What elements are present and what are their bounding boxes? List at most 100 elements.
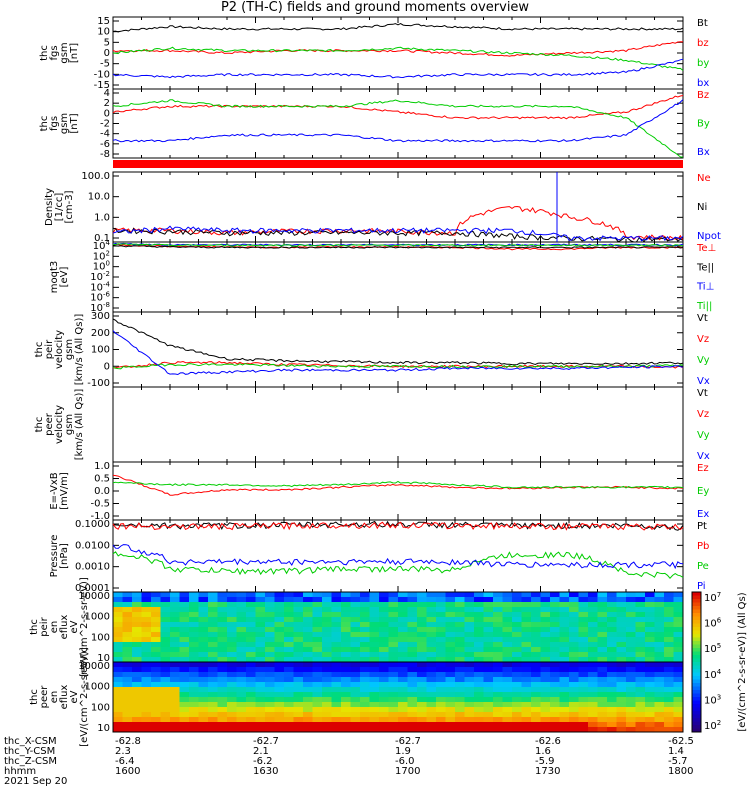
spectrogram-9-cell — [284, 702, 294, 708]
spectrogram-8-cell — [493, 642, 503, 648]
spectrogram-9-cell — [284, 662, 294, 668]
spectrogram-8-cell — [588, 632, 598, 638]
spectrogram-8-cell — [369, 627, 380, 633]
spectrogram-9-cell — [550, 697, 560, 703]
spectrogram-8-cell — [578, 632, 589, 638]
spectrogram-8-cell — [502, 592, 513, 598]
spectrogram-9-cell — [151, 687, 161, 693]
spectrogram-8-cell — [113, 612, 123, 618]
panel-7-ytick-label: 0.1000 — [75, 519, 110, 530]
spectrogram-8-cell — [170, 612, 180, 618]
spectrogram-8-cell — [379, 602, 389, 608]
spectrogram-8-cell — [360, 637, 370, 643]
panel-1-ytick-label: 0 — [104, 108, 110, 119]
panel-5-frame — [112, 386, 684, 463]
spectrogram-8-cell — [607, 622, 617, 628]
spectrogram-9-cell — [141, 712, 152, 718]
spectrogram-8-cell — [246, 612, 256, 618]
spectrogram-9-cell — [502, 667, 513, 673]
spectrogram-9-cell — [521, 702, 532, 708]
spectrogram-8-cell — [645, 627, 655, 633]
ephem-col-2-hhmm: 1700 — [395, 766, 421, 777]
spectrogram-8-cell — [502, 612, 513, 618]
spectrogram-9-cell — [331, 717, 342, 723]
spectrogram-8-cell — [284, 637, 294, 643]
spectrogram-9-cell — [483, 722, 494, 728]
colorbar-cell — [692, 704, 701, 708]
spectrogram-8-cell — [426, 622, 437, 628]
spectrogram-9-cell — [170, 672, 180, 678]
series-6-ey — [112, 480, 684, 489]
spectrogram-8-cell — [284, 602, 294, 608]
spectrogram-8-cell — [569, 637, 579, 643]
legend-6-0: Ez — [697, 463, 709, 474]
spectrogram-9-cell — [379, 672, 389, 678]
spectrogram-9-cell — [350, 697, 361, 703]
spectrogram-8-cell — [597, 597, 608, 603]
panel-5-ylabel: [km/s (All Qs)] — [74, 389, 85, 461]
spectrogram-9-cell — [217, 702, 228, 708]
spectrogram-9-cell — [312, 727, 323, 733]
spectrogram-9-cell — [151, 667, 161, 673]
spectrogram-8-cell — [531, 617, 541, 623]
spectrogram-8-cell — [189, 592, 199, 598]
spectrogram-9-cell — [122, 687, 133, 693]
spectrogram-9-cell — [208, 707, 218, 713]
spectrogram-9-cell — [198, 717, 209, 723]
spectrogram-8-cell — [303, 642, 313, 648]
spectrogram-8-cell — [626, 597, 636, 603]
spectrogram-8-cell — [255, 637, 266, 643]
spectrogram-9-cell — [265, 712, 275, 718]
spectrogram-8-cell — [141, 592, 152, 598]
spectrogram-9-cell — [512, 722, 522, 728]
spectrogram-8-cell — [227, 622, 237, 628]
spectrogram-8-cell — [398, 592, 408, 598]
spectrogram-8-cell — [293, 617, 304, 623]
spectrogram-9-cell — [265, 682, 275, 688]
spectrogram-8-cell — [474, 637, 484, 643]
spectrogram-8-cell — [274, 597, 285, 603]
spectrogram-9-cell — [360, 717, 370, 723]
colorbar-cell — [692, 620, 701, 624]
spectrogram-8-cell — [151, 597, 161, 603]
spectrogram-9-cell — [388, 682, 399, 688]
spectrogram-8-cell — [255, 657, 266, 663]
spectrogram-9-cell — [369, 712, 380, 718]
spectrogram-9-cell — [132, 717, 142, 723]
spectrogram-9-cell — [274, 682, 285, 688]
spectrogram-9-cell — [569, 717, 579, 723]
colorbar-tick-label: 107 — [704, 591, 721, 604]
spectrogram-9-cell — [255, 707, 266, 713]
spectrogram-8-cell — [360, 627, 370, 633]
spectrogram-9-cell — [398, 717, 408, 723]
spectrogram-9-cell — [417, 687, 427, 693]
spectrogram-8-cell — [160, 652, 171, 658]
spectrogram-8-cell — [464, 617, 475, 623]
spectrogram-8-cell — [236, 652, 247, 658]
spectrogram-8-cell — [445, 597, 456, 603]
spectrogram-9-cell — [493, 672, 503, 678]
series-4-vt — [112, 318, 684, 366]
spectrogram-9-cell — [398, 662, 408, 668]
spectrogram-9-cell — [455, 662, 465, 668]
spectrogram-9-cell — [179, 722, 190, 728]
spectrogram-8-cell — [113, 602, 123, 608]
colorbar-cell — [692, 697, 701, 701]
colorbar-cell — [692, 707, 701, 712]
colorbar-cell — [692, 665, 701, 670]
spectrogram-8-cell — [350, 622, 361, 628]
legend-7-1: Pb — [697, 541, 709, 552]
spectrogram-8-cell — [160, 607, 171, 613]
spectrogram-8-cell — [540, 592, 551, 598]
spectrogram-9-cell — [521, 727, 532, 733]
spectrogram-9-cell — [407, 682, 418, 688]
spectrogram-8-cell — [569, 592, 579, 598]
spectrogram-8-cell — [531, 622, 541, 628]
spectrogram-8-cell — [217, 652, 228, 658]
spectrogram-9-cell — [578, 672, 589, 678]
spectrogram-8-cell — [255, 627, 266, 633]
spectrogram-9-cell — [474, 722, 484, 728]
spectrogram-8-cell — [170, 602, 180, 608]
spectrogram-8-cell — [132, 607, 142, 613]
spectrogram-8-cell — [379, 657, 389, 663]
